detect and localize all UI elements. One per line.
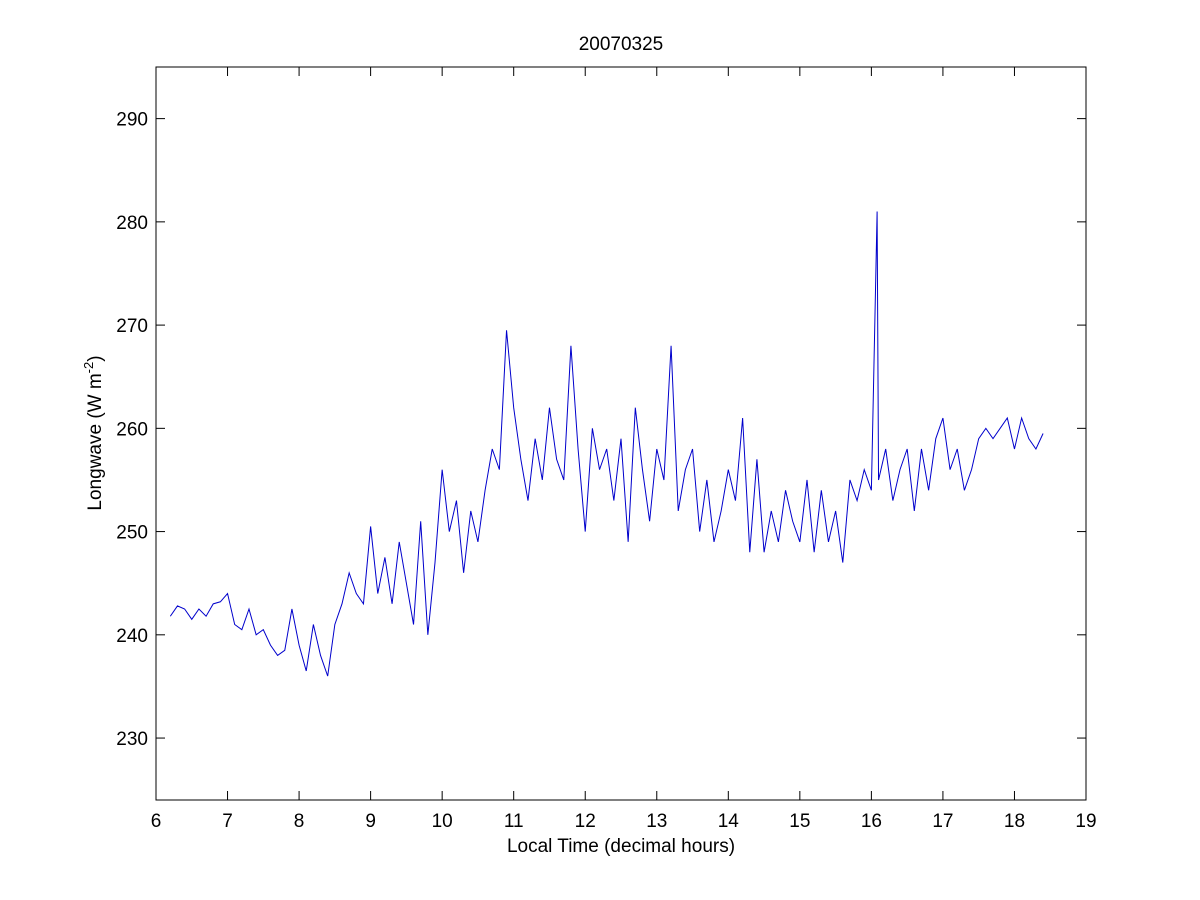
x-tick-label: 6 xyxy=(151,811,162,832)
y-tick-label: 270 xyxy=(116,316,148,337)
y-label-text: Longwave (W m xyxy=(85,373,106,510)
y-tick-label: 260 xyxy=(116,419,148,440)
x-tick-label: 7 xyxy=(222,811,233,832)
y-tick-label: 290 xyxy=(116,110,148,131)
y-tick-label: 230 xyxy=(116,729,148,750)
x-tick-label: 19 xyxy=(1075,811,1096,832)
y-label-suffix: ) xyxy=(85,355,106,361)
x-tick-label: 8 xyxy=(294,811,305,832)
x-tick-label: 15 xyxy=(789,811,810,832)
x-tick-label: 18 xyxy=(1004,811,1025,832)
chart-title: 20070325 xyxy=(579,34,664,55)
x-tick-label: 14 xyxy=(718,811,740,832)
x-tick-label: 17 xyxy=(932,811,953,832)
x-tick-label: 9 xyxy=(365,811,376,832)
x-tick-label: 13 xyxy=(646,811,667,832)
x-axis-label: Local Time (decimal hours) xyxy=(507,836,735,857)
y-axis-label: Longwave (W m-2) xyxy=(81,355,106,510)
y-tick-label: 240 xyxy=(116,626,148,647)
y-tick-label: 250 xyxy=(116,523,148,544)
plot-area xyxy=(155,66,1087,801)
y-tick-label: 280 xyxy=(116,213,148,234)
x-tick-label: 12 xyxy=(575,811,596,832)
x-tick-label: 16 xyxy=(861,811,882,832)
x-tick-label: 10 xyxy=(432,811,453,832)
x-tick-label: 11 xyxy=(504,811,524,832)
data-line xyxy=(169,211,1044,677)
y-label-sup: -2 xyxy=(81,362,96,374)
